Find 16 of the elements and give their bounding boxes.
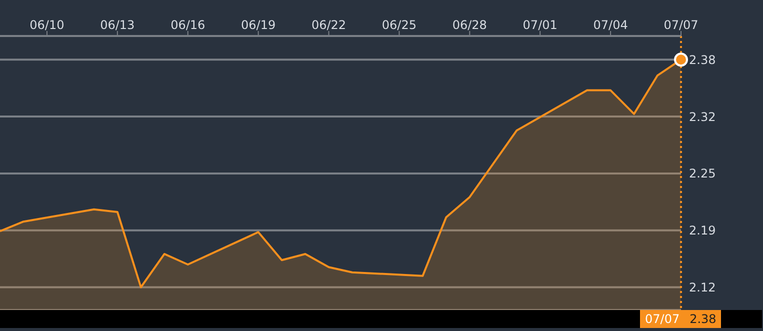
x-tick-label: 06/25 [382,18,417,32]
x-tick-label: 06/13 [100,18,135,32]
x-tick-label: 06/10 [30,18,64,32]
x-tick-label: 06/19 [241,18,276,32]
y-tick-label: 2.19 [689,224,716,238]
x-tick-label: 07/07 [664,18,698,32]
y-tick-label: 2.25 [689,166,716,181]
y-tick-label: 2.38 [689,52,716,67]
x-tick-label: 06/28 [452,18,487,32]
x-tick-label: 07/04 [593,18,628,32]
y-tick-label: 2.32 [689,110,716,124]
x-tick-label: 06/22 [311,18,346,32]
text: 07/07 [645,312,680,326]
y-tick-label: 2.12 [689,280,716,294]
x-tick-label: 07/01 [522,18,558,32]
x-tick-label: 06/16 [170,18,206,32]
